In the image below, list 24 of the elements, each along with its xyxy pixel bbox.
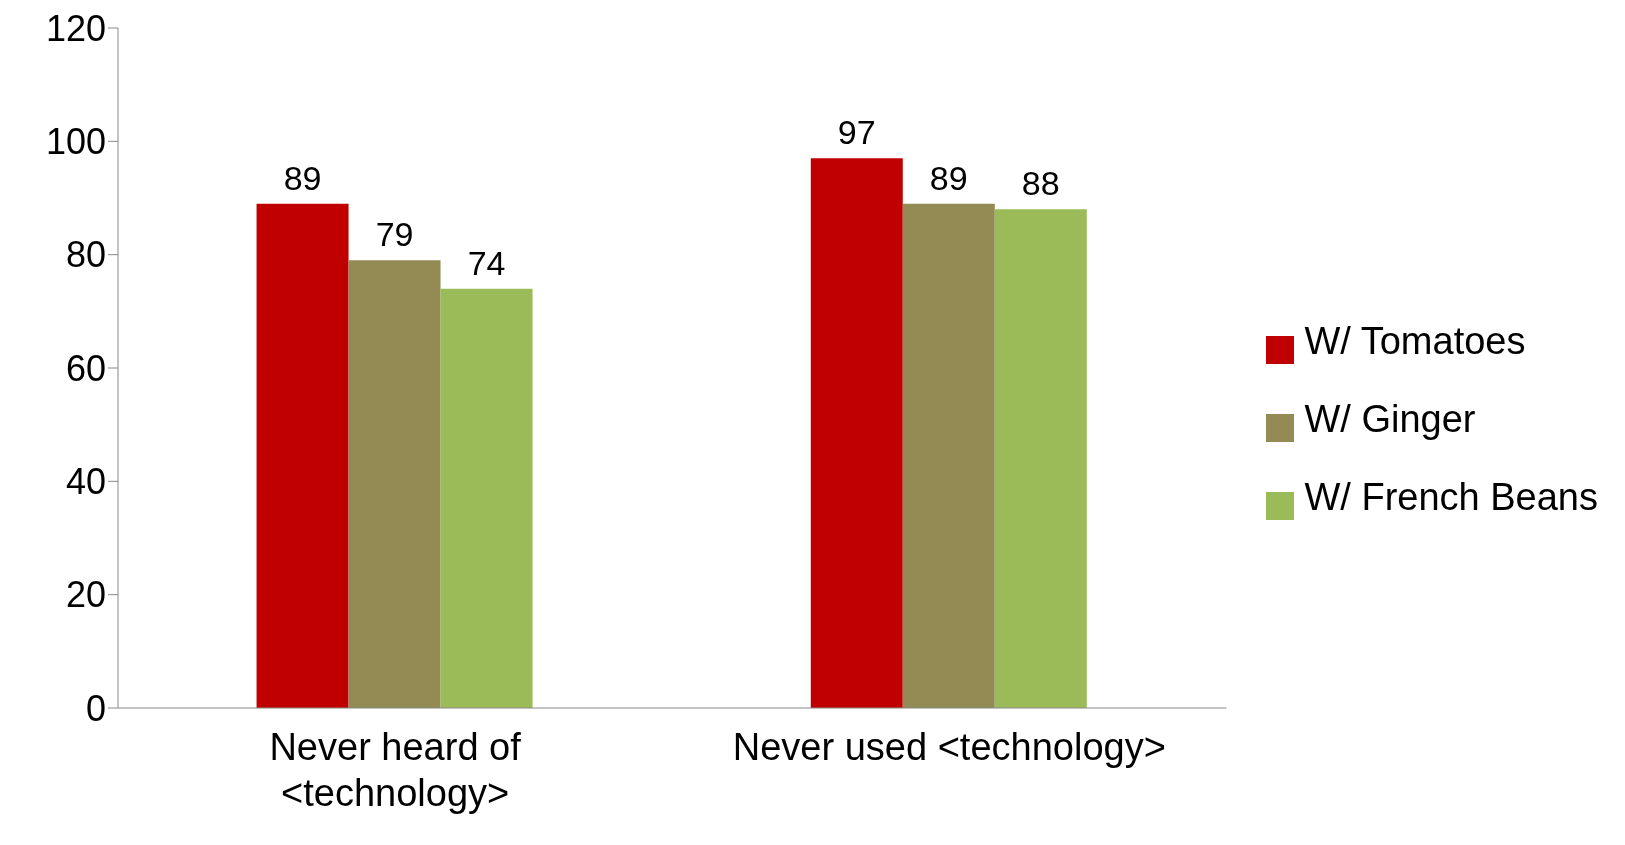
y-tick-label: 100	[45, 121, 106, 163]
x-tick-label: Never used <technology>	[732, 726, 1166, 768]
y-tick-label: 20	[65, 574, 106, 616]
bar	[440, 288, 533, 708]
x-tick-label: Never heard of <technology>	[269, 726, 522, 814]
y-tick-label: 40	[65, 461, 106, 503]
bar	[902, 203, 995, 708]
y-tick-label: 0	[85, 687, 106, 729]
bar	[256, 203, 349, 708]
y-tick-label: 80	[65, 234, 106, 276]
data-label: 89	[929, 158, 968, 197]
legend-label: W/ Ginger	[1304, 398, 1476, 440]
data-label: 89	[283, 158, 322, 197]
data-label: 88	[1021, 164, 1060, 203]
bar	[810, 158, 903, 708]
data-label: 79	[375, 215, 414, 254]
legend-label: W/ French Beans	[1304, 476, 1598, 518]
data-label: 97	[837, 113, 876, 152]
bar	[994, 209, 1087, 708]
y-tick-label: 60	[65, 347, 106, 389]
bar	[348, 260, 441, 708]
data-label: 74	[467, 243, 506, 282]
y-tick-label: 120	[45, 7, 106, 49]
legend-label: W/ Tomatoes	[1304, 320, 1526, 362]
